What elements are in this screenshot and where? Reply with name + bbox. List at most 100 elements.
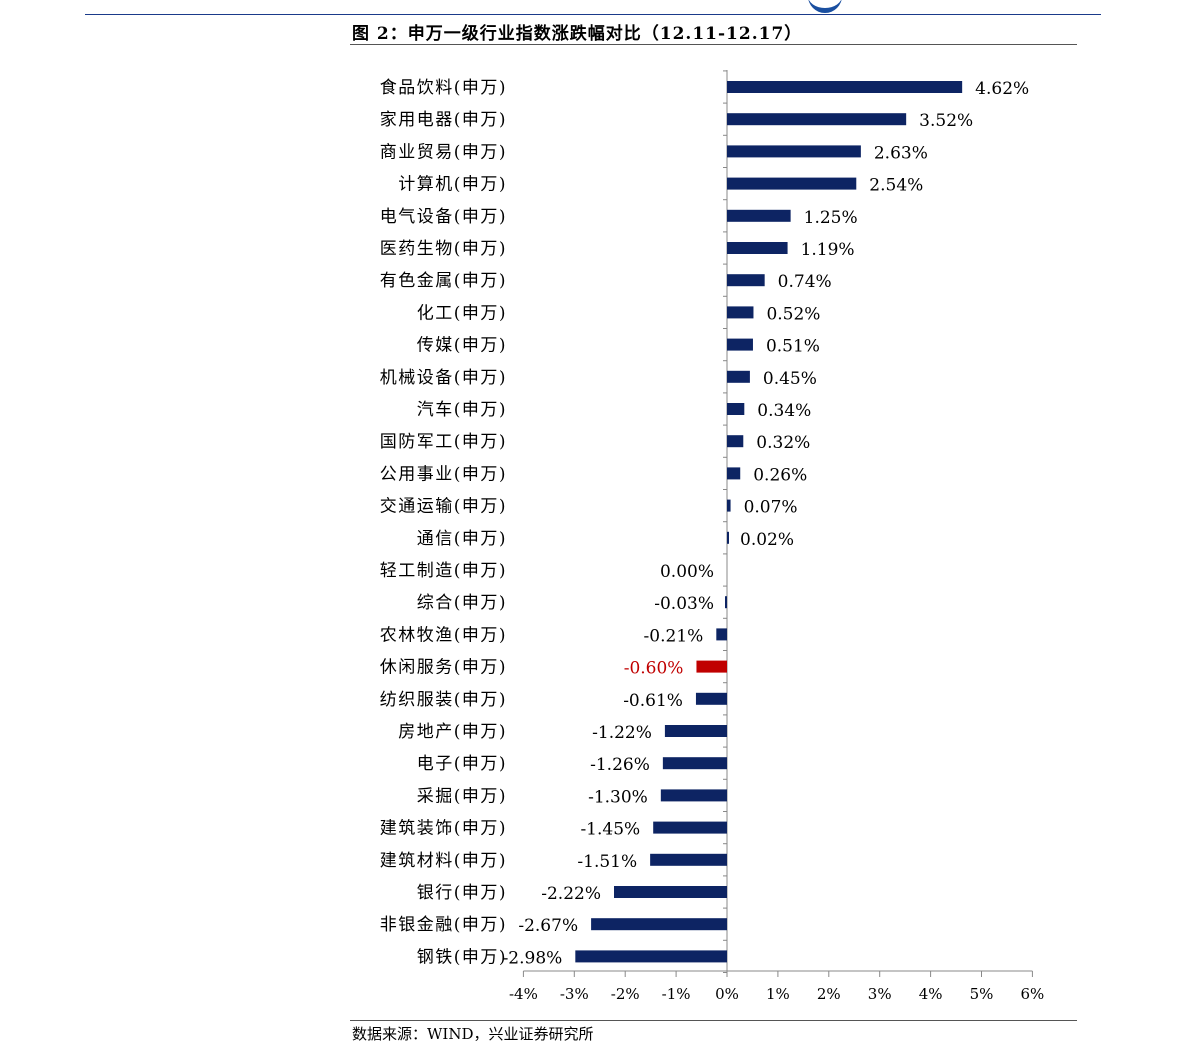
bar bbox=[664, 725, 727, 737]
category-label: 轻工制造(申万) bbox=[380, 561, 507, 581]
x-tick-label: 6% bbox=[1021, 985, 1045, 1003]
category-label: 商业贸易(申万) bbox=[380, 142, 507, 162]
brand-logo-fragment bbox=[808, 0, 842, 13]
title-rule bbox=[350, 44, 1077, 45]
category-label: 家用电器(申万) bbox=[380, 110, 507, 130]
category-label: 农林牧渔(申万) bbox=[380, 625, 507, 645]
category-label: 计算机(申万) bbox=[398, 175, 507, 195]
figure-title: 图 2：申万一级行业指数涨跌幅对比（12.11-12.17） bbox=[352, 24, 803, 44]
bar bbox=[727, 113, 907, 126]
bar bbox=[727, 467, 741, 480]
x-tick-label: 4% bbox=[919, 985, 943, 1003]
value-label: 1.25% bbox=[804, 208, 858, 228]
bar bbox=[727, 338, 753, 351]
bar bbox=[591, 918, 727, 931]
bar bbox=[716, 628, 727, 641]
category-label: 国防军工(申万) bbox=[380, 432, 507, 452]
category-label: 纺织服装(申万) bbox=[380, 690, 507, 710]
bar bbox=[727, 306, 754, 319]
page-header-rule bbox=[85, 14, 1101, 15]
bar bbox=[727, 370, 750, 383]
category-label: 房地产(申万) bbox=[398, 722, 507, 742]
value-label: -1.45% bbox=[580, 820, 640, 840]
category-label: 医药生物(申万) bbox=[380, 239, 507, 259]
category-label: 汽车(申万) bbox=[417, 400, 507, 420]
category-label: 综合(申万) bbox=[417, 593, 507, 613]
bar bbox=[727, 499, 731, 512]
bar bbox=[614, 886, 727, 898]
footer-rule bbox=[350, 1020, 1077, 1021]
value-label: 0.07% bbox=[744, 498, 798, 518]
value-label: 2.54% bbox=[869, 176, 923, 196]
x-tick-label: -2% bbox=[611, 985, 640, 1003]
category-label: 交通运输(申万) bbox=[380, 497, 507, 517]
value-label: -1.22% bbox=[592, 723, 652, 743]
category-label: 电子(申万) bbox=[417, 754, 507, 774]
value-label: 3.52% bbox=[919, 111, 973, 131]
bar bbox=[727, 81, 963, 93]
bar bbox=[660, 789, 727, 802]
value-label: -1.26% bbox=[590, 755, 650, 775]
value-label: -1.51% bbox=[577, 852, 637, 872]
value-label: -2.98% bbox=[503, 948, 563, 968]
value-label: -0.61% bbox=[623, 691, 683, 711]
bar bbox=[653, 821, 727, 834]
category-label: 建筑材料(申万) bbox=[380, 851, 507, 871]
bar bbox=[725, 596, 727, 609]
value-label: 4.62% bbox=[975, 79, 1029, 99]
category-label: 食品饮料(申万) bbox=[380, 78, 507, 98]
value-label: -1.30% bbox=[588, 787, 648, 807]
x-tick-label: -1% bbox=[662, 985, 691, 1003]
category-label: 建筑装饰(申万) bbox=[380, 819, 507, 839]
value-label: 2.63% bbox=[874, 143, 928, 163]
x-tick-label: 3% bbox=[868, 985, 892, 1003]
value-label: 0.32% bbox=[756, 433, 810, 453]
value-label: 0.26% bbox=[753, 465, 807, 485]
bar bbox=[727, 177, 857, 190]
value-label: 0.74% bbox=[778, 272, 832, 292]
bar bbox=[727, 242, 788, 254]
category-label: 非银金融(申万) bbox=[380, 915, 507, 935]
bar bbox=[727, 145, 861, 158]
category-label: 公用事业(申万) bbox=[380, 464, 507, 484]
category-label: 休闲服务(申万) bbox=[380, 658, 507, 678]
bar bbox=[727, 209, 791, 222]
category-label: 银行(申万) bbox=[417, 883, 507, 903]
x-tick-label: -4% bbox=[509, 985, 538, 1003]
bar bbox=[696, 660, 727, 673]
category-label: 电气设备(申万) bbox=[380, 207, 507, 227]
bar bbox=[695, 692, 727, 705]
category-label: 化工(申万) bbox=[417, 303, 507, 323]
category-label: 钢铁(申万) bbox=[417, 947, 507, 967]
bar bbox=[727, 435, 744, 448]
bar bbox=[575, 950, 727, 963]
x-tick-label: 5% bbox=[970, 985, 994, 1003]
category-label: 有色金属(申万) bbox=[380, 271, 507, 291]
value-label: 0.51% bbox=[766, 337, 820, 357]
x-tick-label: -3% bbox=[560, 985, 589, 1003]
bar bbox=[727, 274, 765, 287]
value-label: -2.67% bbox=[518, 916, 578, 936]
category-label: 机械设备(申万) bbox=[380, 368, 507, 388]
category-label: 采掘(申万) bbox=[417, 786, 507, 806]
value-label: 0.34% bbox=[757, 401, 811, 421]
value-label: -2.22% bbox=[541, 884, 601, 904]
source-note: 数据来源：WIND，兴业证券研究所 bbox=[352, 1025, 594, 1043]
bar bbox=[727, 403, 745, 415]
value-label: -0.60% bbox=[624, 659, 684, 679]
x-tick-label: 1% bbox=[766, 985, 790, 1003]
bar bbox=[662, 757, 727, 770]
value-label: -0.21% bbox=[644, 626, 704, 646]
x-tick-label: 0% bbox=[715, 985, 739, 1003]
value-label: 0.52% bbox=[766, 304, 820, 324]
x-tick-label: 2% bbox=[817, 985, 841, 1003]
value-label: -0.03% bbox=[654, 594, 714, 614]
bar bbox=[727, 531, 729, 544]
value-label: 1.19% bbox=[801, 240, 855, 260]
bar bbox=[650, 853, 727, 866]
category-label: 通信(申万) bbox=[417, 529, 507, 549]
value-label: 0.00% bbox=[660, 562, 714, 582]
value-label: 0.45% bbox=[763, 369, 817, 389]
value-label: 0.02% bbox=[740, 530, 794, 550]
